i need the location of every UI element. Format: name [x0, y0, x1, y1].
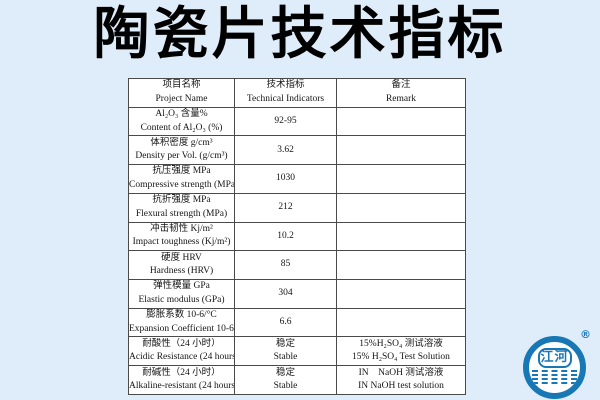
project-name-cn: 耐碱性（24 小时） [142, 367, 221, 378]
project-name-cn: 体积密度 g/cm³ [150, 137, 213, 148]
indicator-cell: 6.6 [234, 307, 337, 338]
remark-en: IN NaOH test solution [358, 381, 444, 392]
project-name-cell: 耐碱性（24 小时） Alkaline-resistant (24 hours) [128, 365, 235, 395]
remark-cell [336, 307, 466, 338]
header-remark: 备注 Remark [336, 78, 466, 108]
table-row: 弹性模量 GPa Elastic modulus (GPa) 304 [128, 279, 466, 309]
registered-trademark-icon: ® [580, 328, 591, 341]
project-name-en: Density per Vol. (g/cm³) [135, 151, 228, 162]
header-technical-indicators-en: Technical Indicators [246, 93, 325, 104]
indicator-value-en: Stable [273, 381, 298, 392]
remark-cell [336, 164, 466, 194]
table-row: 耐碱性（24 小时） Alkaline-resistant (24 hours)… [128, 365, 466, 395]
remark-cell [336, 221, 466, 252]
indicator-value-en: Stable [273, 352, 298, 363]
indicator-value: 稳定 [275, 338, 295, 349]
project-name-en: Compressive strength (MPa) [129, 180, 234, 191]
project-name-en: Impact toughness (Kj/m²) [132, 237, 231, 248]
project-name-en: Expansion Coefficient 10-6/°C [129, 323, 234, 334]
remark-cn: IN NaOH 测试溶液 [358, 367, 444, 378]
project-name-cell: 膨胀系数 10-6/°C Expansion Coefficient 10-6/… [128, 307, 235, 338]
table-header-row: 项目名称 Project Name 技术指标 Technical Indicat… [128, 78, 466, 108]
header-project-name: 项目名称 Project Name [128, 78, 235, 108]
project-name-cn: 膨胀系数 10-6/°C [146, 310, 217, 321]
header-technical-indicators-cn: 技术指标 [266, 80, 305, 91]
page-title: 陶瓷片技术指标 [93, 2, 507, 67]
indicator-value: 1030 [276, 173, 295, 184]
indicator-value: 3.62 [277, 144, 294, 155]
project-name-cell: 抗压强度 MPa Compressive strength (MPa) [128, 164, 235, 194]
project-name-cn: 抗折强度 MPa [152, 195, 211, 206]
indicator-cell: 92-95 [234, 106, 337, 137]
project-name-cn: 冲击韧性 Kj/m² [150, 223, 213, 234]
project-name-cn: 耐酸性（24 小时） [142, 338, 221, 349]
project-name-cell: 体积密度 g/cm³ Density per Vol. (g/cm³) [128, 135, 235, 166]
indicator-value: 212 [278, 201, 293, 212]
header-remark-cn: 备注 [391, 80, 411, 91]
table-row: 冲击韧性 Kj/m² Impact toughness (Kj/m²) 10.2 [128, 221, 466, 252]
indicator-cell: 212 [234, 192, 337, 223]
project-name-cell: 抗折强度 MPa Flexural strength (MPa) [128, 192, 235, 223]
logo-nameplate: 江河 [537, 348, 572, 368]
remark-cell: 15%H₂SO₄ 测试溶液 15% H₂SO₄ Test Solution [336, 336, 466, 367]
project-name-en: Alkaline-resistant (24 hours) [129, 381, 234, 392]
remark-cell [336, 279, 466, 309]
remark-cell: IN NaOH 测试溶液 IN NaOH test solution [336, 365, 466, 395]
table-row: 膨胀系数 10-6/°C Expansion Coefficient 10-6/… [128, 307, 466, 338]
remark-cell [336, 135, 466, 166]
table-row: 体积密度 g/cm³ Density per Vol. (g/cm³) 3.62 [128, 135, 466, 166]
project-name-cell: 冲击韧性 Kj/m² Impact toughness (Kj/m²) [128, 221, 235, 252]
jianghe-logo: 江河 [523, 336, 586, 399]
table-row: Al₂O₃ 含量% Content of Al₂O₃ (%) 92-95 [128, 106, 466, 137]
indicator-cell: 稳定 Stable [234, 365, 337, 395]
header-project-name-en: Project Name [155, 93, 208, 104]
indicator-cell: 85 [234, 250, 337, 281]
remark-en: 15% H₂SO₄ Test Solution [352, 352, 450, 363]
remark-cell [336, 250, 466, 281]
indicator-cell: 304 [234, 279, 337, 309]
indicator-value: 6.6 [279, 316, 292, 327]
indicator-value: 92-95 [274, 115, 297, 126]
table-row: 耐酸性（24 小时） Acidic Resistance (24 hours) … [128, 336, 466, 367]
water-waves-icon [529, 370, 580, 384]
logo-text: 江河 [540, 350, 569, 365]
project-name-en: Elastic modulus (GPa) [138, 294, 225, 305]
indicator-cell: 10.2 [234, 221, 337, 252]
header-remark-en: Remark [385, 93, 417, 104]
table-row: 抗折强度 MPa Flexural strength (MPa) 212 [128, 192, 466, 223]
indicator-value: 304 [278, 288, 293, 299]
project-name-en: Content of Al₂O₃ (%) [140, 122, 223, 133]
header-technical-indicators: 技术指标 Technical Indicators [234, 78, 337, 108]
indicator-value: 10.2 [277, 230, 294, 241]
project-name-cn: 硬度 HRV [161, 252, 202, 263]
indicator-value: 85 [280, 259, 291, 270]
indicator-value: 稳定 [275, 367, 295, 378]
indicator-cell: 3.62 [234, 135, 337, 166]
project-name-en: Hardness (HRV) [149, 266, 214, 277]
project-name-en: Acidic Resistance (24 hours) [129, 352, 234, 363]
project-name-cn: Al₂O₃ 含量% [155, 108, 208, 119]
project-name-cell: 耐酸性（24 小时） Acidic Resistance (24 hours) [128, 336, 235, 367]
remark-cell [336, 106, 466, 137]
project-name-cn: 抗压强度 MPa [152, 166, 211, 177]
remark-cell [336, 192, 466, 223]
project-name-cn: 弹性模量 GPa [153, 281, 210, 292]
table-row: 抗压强度 MPa Compressive strength (MPa) 1030 [128, 164, 466, 194]
project-name-cell: 弹性模量 GPa Elastic modulus (GPa) [128, 279, 235, 309]
indicator-cell: 稳定 Stable [234, 336, 337, 367]
table-row: 硬度 HRV Hardness (HRV) 85 [128, 250, 466, 281]
project-name-en: Flexural strength (MPa) [135, 208, 228, 219]
project-name-cell: Al₂O₃ 含量% Content of Al₂O₃ (%) [128, 106, 235, 137]
spec-table: 项目名称 Project Name 技术指标 Technical Indicat… [128, 78, 466, 395]
project-name-cell: 硬度 HRV Hardness (HRV) [128, 250, 235, 281]
remark-cn: 15%H₂SO₄ 测试溶液 [359, 338, 443, 349]
header-project-name-cn: 项目名称 [162, 80, 201, 91]
indicator-cell: 1030 [234, 164, 337, 194]
